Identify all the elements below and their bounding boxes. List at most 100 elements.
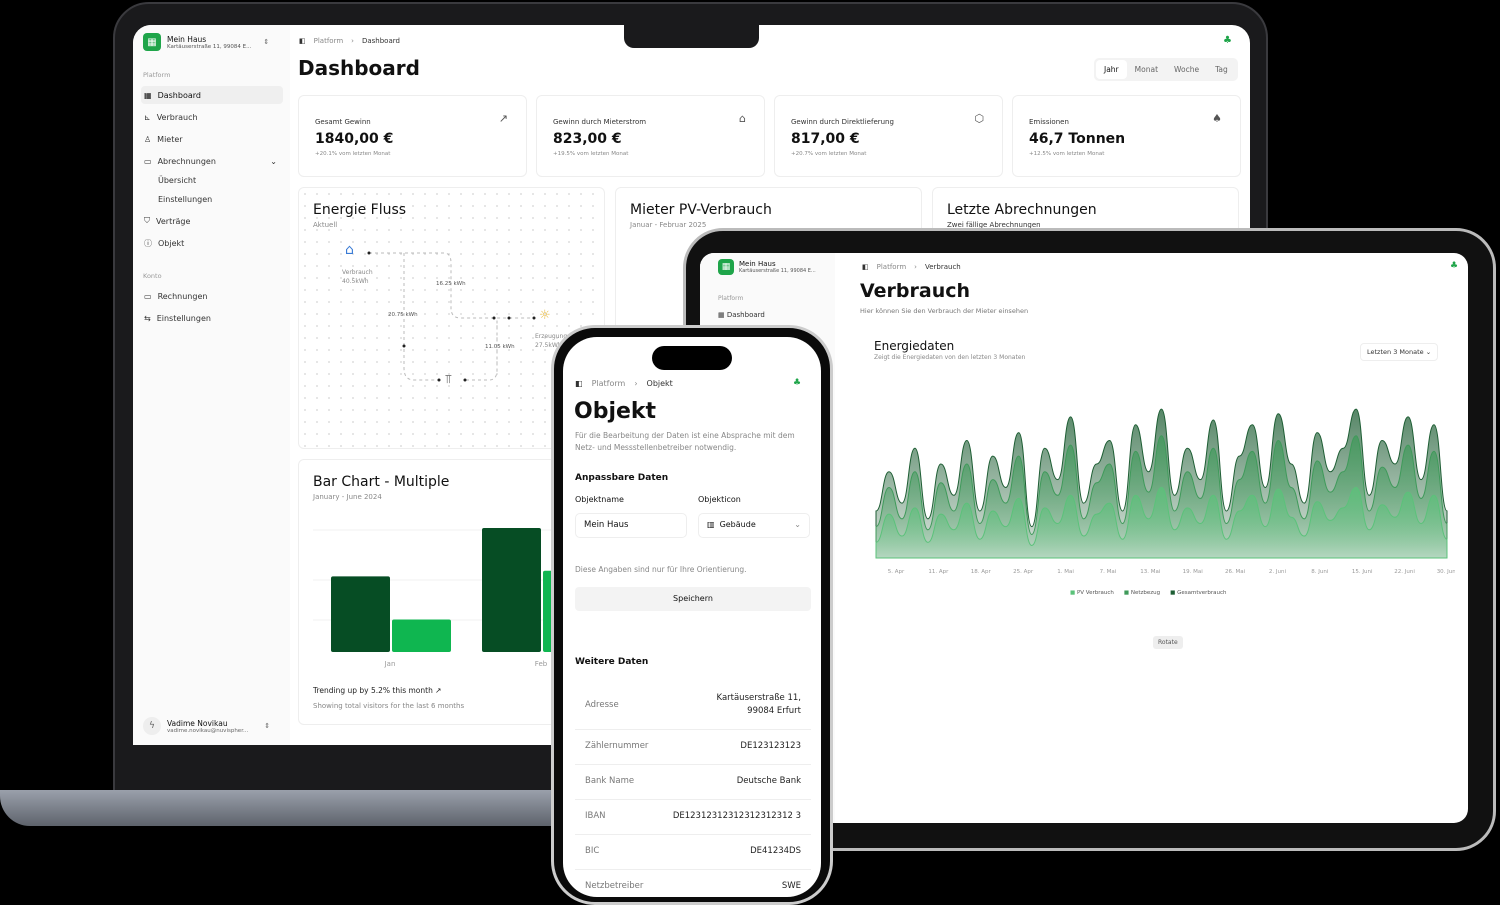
sidebar-item-verbrauch[interactable]: ⊾ Verbrauch [141,108,283,126]
sidebar-item-label: Verträge [156,216,191,226]
table-row: Zählernummer DE123123123 [575,730,811,765]
chevrons-icon: ⇕ [264,722,271,730]
kpi-value: 823,00 € [553,131,622,147]
org-switcher[interactable]: ▦ Mein Haus Kartäuserstraße 11, 99084 E.… [143,33,269,51]
legend-item: ■ PV Verbrauch [1070,590,1114,596]
leaf-icon[interactable]: ♣ [1450,261,1459,271]
sidebar-subitem-uebersicht[interactable]: Übersicht [158,175,197,185]
card-title: Bar Chart - Multiple [313,474,450,490]
x-tick-label: 11. Apr [928,569,949,575]
sidebar-subitem-einstellungen[interactable]: Einstellungen [158,194,213,204]
kpi-sub: +12.5% vom letzten Monat [1029,151,1105,157]
chart-subtitle: Zeigt die Energiedaten von den letzten 3… [874,354,1026,361]
building-logo-icon: ▦ [718,259,734,275]
x-tick-label: 22. Juni [1394,569,1415,575]
sidebar: ▦ Mein Haus Kartäuserstraße 11, 99084 E.… [133,25,290,745]
sidebar-item-label: Verbrauch [156,112,198,122]
legend-label: Netzbezug [1130,590,1161,596]
section-platform: Platform [718,295,744,302]
sidebar-toggle-icon[interactable]: ◧ [575,379,583,388]
x-tick-label: 26. Mai [1225,569,1246,575]
page-title: Verbrauch [860,280,971,302]
kpi-label: Emissionen [1029,118,1069,126]
sidebar-item-label: Objekt [158,238,185,248]
save-button[interactable]: Speichern [575,587,811,611]
sidebar-item-abrechnungen[interactable]: ▭ Abrechnungen ⌄ [141,152,283,170]
user-menu[interactable]: ϟ Vadime Novikau vadime.novikau@nuvisphe… [143,717,270,735]
sidebar-item-dashboard[interactable]: ▦ Dashboard [718,311,765,319]
trend-sub: Showing total visitors for the last 6 mo… [313,702,465,710]
house-icon: ⌂ [345,242,354,258]
user-icon: ♙ [144,134,152,144]
sidebar-item-dashboard[interactable]: ▦ Dashboard [141,86,283,104]
sidebar-toggle-icon[interactable]: ◧ [862,263,869,271]
kpi-label: Gesamt Gewinn [315,118,371,126]
row-label: Zählernummer [585,741,649,751]
camera-notch [624,22,759,48]
breadcrumb-platform[interactable]: Platform [591,379,626,388]
x-tick-label: 13. Mai [1140,569,1161,575]
breadcrumb-platform[interactable]: Platform [313,37,344,45]
kpi-sub: +20.1% vom letzten Monat [315,151,391,157]
sidebar-item-objekt[interactable]: ⓘ Objekt [141,234,283,252]
tab-jahr[interactable]: Jahr [1096,60,1127,79]
area-series-pv-verbrauch [875,486,1448,559]
breadcrumb-platform[interactable]: Platform [876,263,907,271]
section-platform: Platform [143,71,171,79]
x-tick-label: 1. Mai [1057,569,1074,575]
leaf-icon[interactable]: ♣ [1223,35,1232,46]
card-title: Letzte Abrechnungen [947,202,1097,218]
production-label: Erzeugung [535,333,568,340]
card-icon: ▭ [144,156,152,166]
sidebar-toggle-icon[interactable]: ◧ [299,37,306,45]
card-subtitle: Aktuell [313,221,338,229]
row-label: IBAN [585,811,606,821]
legend-label: PV Verbrauch [1076,590,1114,596]
tab-monat[interactable]: Monat [1134,65,1159,74]
range-select-value: Letzten 3 Monate [1367,348,1424,356]
card-icon: ▭ [144,291,152,301]
sun-icon: ☼ [539,308,551,323]
chart-legend: ■ PV Verbrauch ■ Netzbezug ■ Gesamtverbr… [1070,590,1227,596]
sidebar-item-einstellungen[interactable]: ⇆ Einstellungen [141,309,283,327]
kpi-card: Emissionen 46,7 Tonnen +12.5% vom letzten … [1012,95,1241,177]
info-icon: ⓘ [144,238,152,248]
bar-chart: Jan Feb [313,528,589,668]
tab-tag[interactable]: Tag [1215,65,1228,74]
hint-text: Diese Angaben sind nur für Ihre Orientie… [575,565,747,574]
bar [482,528,541,652]
breadcrumb: ◧ Platform › Dashboard [299,37,400,45]
sidebar-item-rechnungen[interactable]: ▭ Rechnungen [141,287,283,305]
kpi-label: Gewinn durch Mieterstrom [553,118,647,126]
objekticon-select[interactable]: ▥ Gebäude ⌄ [698,513,810,538]
x-tick-label: 5. Apr [888,569,905,575]
user-email: vadime.novikau@nuvispher... [167,727,249,734]
select-value: Gebäude [719,520,756,529]
flow-label: 16.25 kWh [436,281,466,287]
x-tick-label: 25. Apr [1013,569,1034,575]
x-tick-label: Feb [535,660,548,668]
legend-item: ■ Netzbezug [1123,590,1161,596]
dashboard-icon: ▦ [718,311,725,319]
x-tick-label: 15. Juni [1352,569,1373,575]
objektname-input[interactable]: Mein Haus [575,513,687,538]
org-address: Kartäuserstraße 11, 99084 E... [739,268,816,274]
row-value: Kartäuserstraße 11, 99084 Erfurt [716,693,801,716]
row-value: Deutsche Bank [736,776,801,786]
rotate-button[interactable]: Rotate [1153,636,1183,649]
org-switcher[interactable]: ▦ Mein Haus Kartäuserstraße 11, 99084 E..… [718,259,816,275]
bar [392,619,451,652]
sidebar-item-mieter[interactable]: ♙ Mieter [141,130,283,148]
sidebar-item-label: Einstellungen [156,313,211,323]
sliders-icon: ⇆ [144,313,151,323]
table-row: BIC DE41234DS [575,835,811,870]
sidebar-item-vertraege[interactable]: ⛉ Verträge [141,212,283,230]
section-heading: Anpassbare Daten [575,473,669,483]
row-label: Bank Name [585,776,635,786]
x-tick-label: 7. Mai [1100,569,1117,575]
x-tick-label: 19. Mai [1183,569,1204,575]
leaf-icon[interactable]: ♣ [793,378,802,388]
range-select[interactable]: Letzten 3 Monate ⌄ [1360,343,1439,361]
tab-woche[interactable]: Woche [1174,65,1200,74]
row-value: DE41234DS [750,846,801,856]
